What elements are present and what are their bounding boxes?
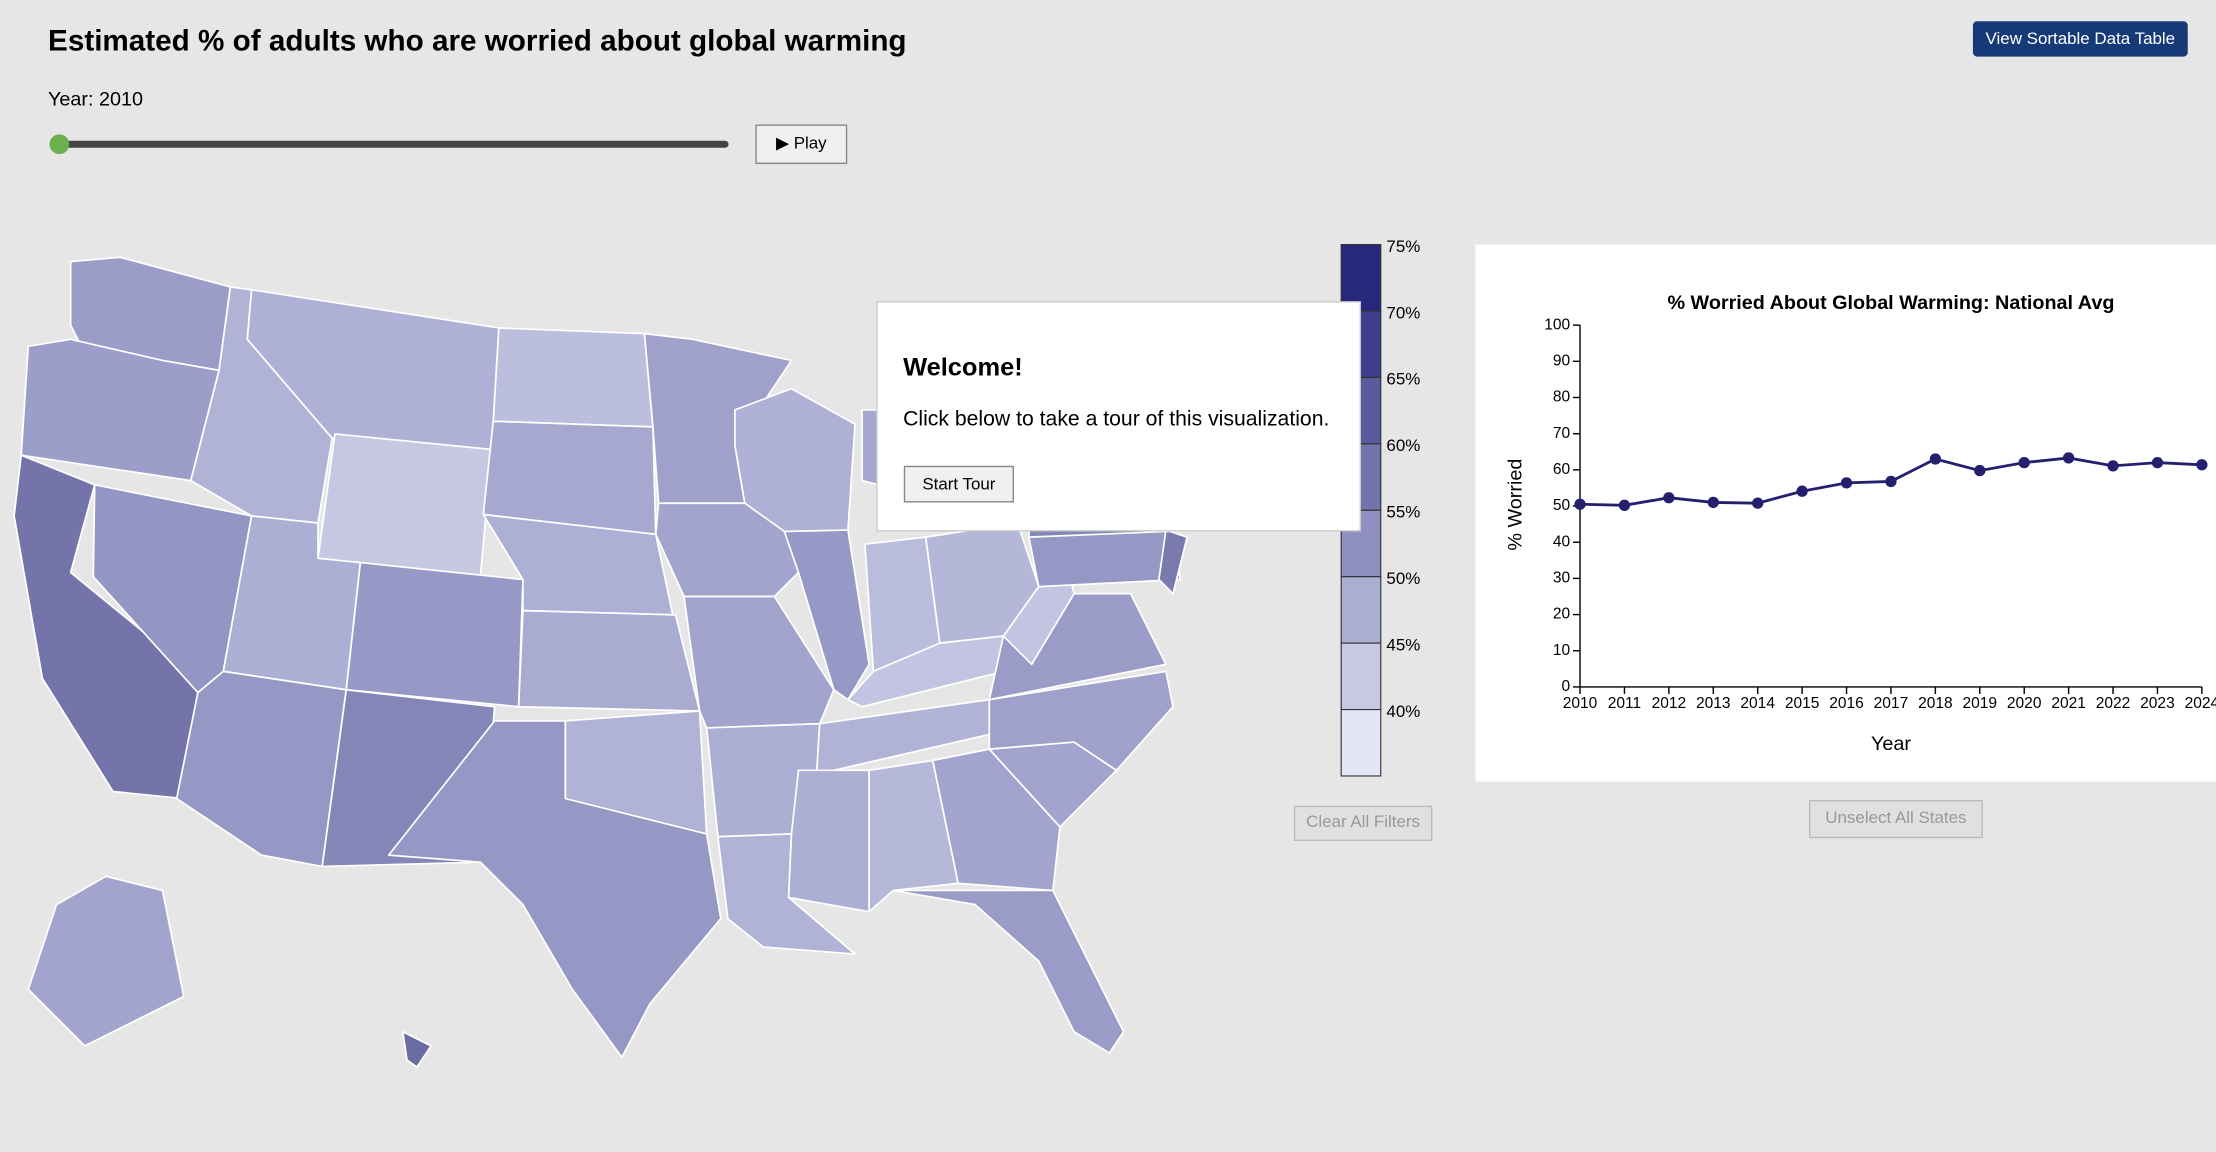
state[interactable] xyxy=(931,748,1061,892)
x-tick-label: 2018 xyxy=(1918,695,1953,712)
data-point xyxy=(1707,496,1719,509)
state[interactable] xyxy=(401,1030,432,1068)
y-tick-label: 0 xyxy=(1561,678,1570,695)
start-tour-label: Start Tour xyxy=(922,474,995,493)
y-axis-label: % Worried xyxy=(1505,459,1527,551)
y-tick-label: 70 xyxy=(1553,425,1571,442)
legend-swatch xyxy=(1340,708,1382,777)
unselect-bg xyxy=(1808,800,1983,839)
legend-label: 55% xyxy=(1386,503,1420,522)
state[interactable] xyxy=(387,720,722,1059)
y-tick-label: 40 xyxy=(1553,533,1571,550)
data-point xyxy=(2151,456,2164,469)
legend-label: 50% xyxy=(1386,569,1420,588)
year-slider[interactable] xyxy=(49,134,729,155)
state[interactable] xyxy=(317,433,493,577)
x-tick-label: 2016 xyxy=(1829,695,1864,712)
legend-label: 45% xyxy=(1386,635,1420,654)
x-tick-label: 2017 xyxy=(1874,695,1909,712)
clear-filters-button[interactable]: Clear All Filters xyxy=(1293,805,1433,841)
play-button-bg xyxy=(755,124,848,165)
state[interactable] xyxy=(345,561,524,708)
state[interactable] xyxy=(27,875,185,1047)
data-point xyxy=(1663,492,1675,504)
legend-swatch xyxy=(1340,642,1382,711)
data-point xyxy=(1929,453,1942,465)
x-tick-label: 2015 xyxy=(1785,695,1820,712)
start-tour-bg xyxy=(903,465,1015,503)
x-tick-label: 2021 xyxy=(2051,695,2086,712)
clear-filters-label: Clear All Filters xyxy=(1306,812,1420,831)
unselect-label: Unselect All States xyxy=(1825,808,1966,827)
data-point xyxy=(1574,498,1586,510)
welcome-modal: Welcome! Click below to take a tour of t… xyxy=(876,301,1361,532)
legend-swatch xyxy=(1340,576,1382,644)
data-point xyxy=(1618,499,1631,511)
y-tick-label: 60 xyxy=(1553,461,1571,478)
state[interactable] xyxy=(517,609,701,712)
state[interactable] xyxy=(1158,529,1188,595)
y-tick-label: 10 xyxy=(1553,642,1571,659)
y-tick-label: 30 xyxy=(1553,570,1571,587)
slider-thumb[interactable] xyxy=(49,134,70,155)
legend-label: 60% xyxy=(1386,436,1420,455)
x-tick-label: 2022 xyxy=(2096,695,2131,712)
unselect-button[interactable]: Unselect All States xyxy=(1808,800,1983,839)
data-point xyxy=(1840,477,1853,489)
y-tick-label: 90 xyxy=(1553,352,1571,369)
clear-filters-bg xyxy=(1293,805,1433,841)
legend-label: 40% xyxy=(1386,702,1420,721)
chart-panel xyxy=(1475,244,2216,782)
legend-label: 75% xyxy=(1386,237,1420,256)
state[interactable] xyxy=(787,769,871,913)
chart-title: % Worried About Global Warming: National… xyxy=(1667,292,2114,314)
play-button[interactable]: ▶ Play xyxy=(755,124,848,165)
x-tick-label: 2012 xyxy=(1652,695,1687,712)
x-tick-label: 2023 xyxy=(2140,695,2175,712)
x-tick-label: 2019 xyxy=(1963,695,1998,712)
table-button-label: View Sortable Data Table xyxy=(1986,29,2176,48)
legend-label: 70% xyxy=(1386,303,1420,322)
year-label: Year: 2010 xyxy=(48,89,143,111)
y-tick-label: 80 xyxy=(1553,389,1571,406)
table-button[interactable]: View Sortable Data Table xyxy=(1972,21,2188,57)
state[interactable] xyxy=(492,327,654,428)
x-tick-label: 2010 xyxy=(1563,695,1598,712)
line-chart: % Worried About Global Warming: National… xyxy=(1505,292,2216,755)
y-tick-label: 100 xyxy=(1544,316,1570,333)
table-button-bg xyxy=(1972,21,2188,57)
state[interactable] xyxy=(988,670,1174,772)
modal-text: Click below to take a tour of this visua… xyxy=(903,407,1329,430)
x-tick-label: 2020 xyxy=(2007,695,2042,712)
x-axis-label: Year xyxy=(1871,733,1911,755)
data-point xyxy=(1796,485,1808,497)
legend-swatch xyxy=(1340,244,1382,312)
data-point xyxy=(2018,456,2030,469)
x-tick-label: 2013 xyxy=(1696,695,1731,712)
modal-title: Welcome! xyxy=(903,354,1023,382)
page-title: Estimated % of adults who are worried ab… xyxy=(48,24,907,57)
state[interactable] xyxy=(175,670,348,868)
data-point xyxy=(2107,460,2119,472)
data-point xyxy=(2196,459,2208,471)
data-point xyxy=(1974,464,1986,477)
state[interactable] xyxy=(892,889,1125,1054)
data-point xyxy=(1885,475,1897,488)
x-tick-label: 2011 xyxy=(1608,695,1641,712)
legend-label: 65% xyxy=(1386,370,1420,389)
data-point xyxy=(2062,452,2075,464)
x-tick-label: 2014 xyxy=(1740,695,1775,712)
x-tick-label: 2024 xyxy=(2185,695,2216,712)
data-point xyxy=(1752,497,1764,509)
start-tour-button[interactable]: Start Tour xyxy=(903,465,1015,503)
state[interactable] xyxy=(868,759,960,913)
play-button-label: ▶ Play xyxy=(776,134,827,153)
y-tick-label: 50 xyxy=(1553,497,1571,514)
y-tick-label: 20 xyxy=(1553,606,1571,623)
